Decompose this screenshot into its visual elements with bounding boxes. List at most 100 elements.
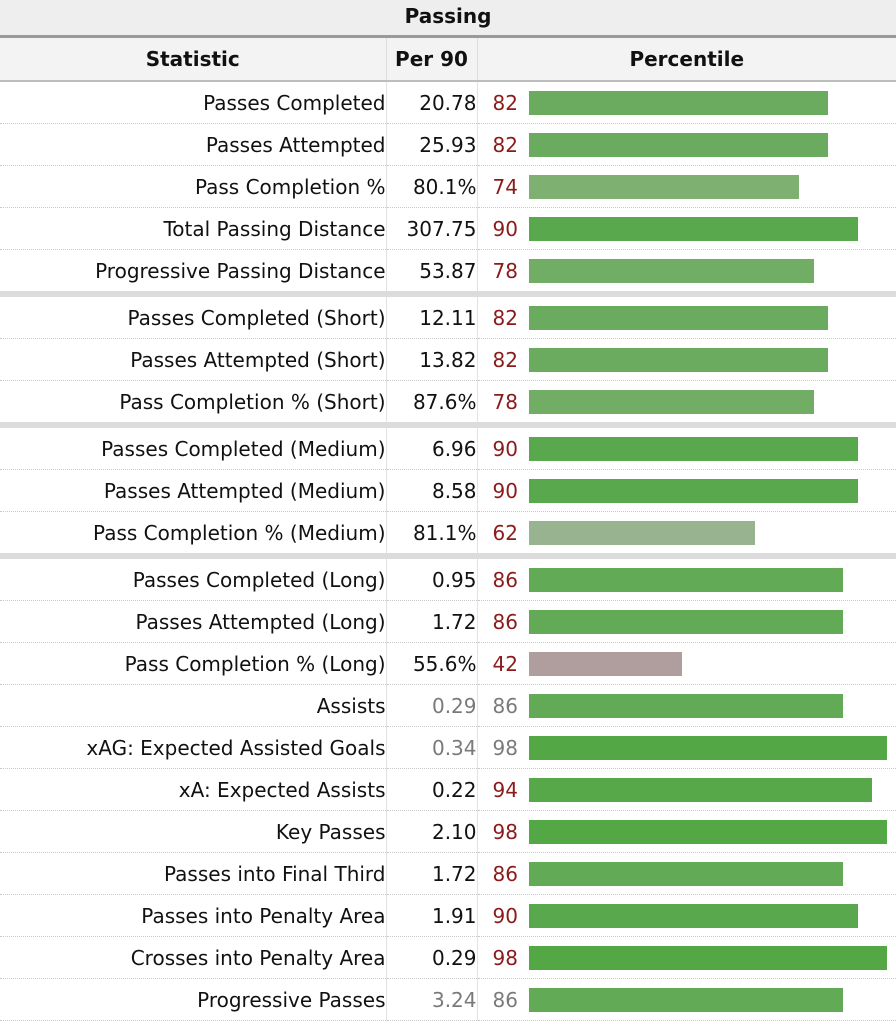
percentile-value: 90: [492, 903, 518, 928]
percentile-bar: [528, 520, 755, 545]
percentile-cell: 74: [477, 165, 896, 208]
percentile-value: 86: [492, 693, 518, 718]
percentile-value: 78: [492, 389, 518, 414]
table-row: Passes Attempted (Long) 1.72 86: [0, 600, 896, 643]
percentile-cell: 62: [477, 511, 896, 557]
column-header-statistic[interactable]: Statistic: [0, 38, 387, 82]
table-row: Passes into Penalty Area 1.91 90: [0, 894, 896, 937]
percentile-bar: [528, 132, 828, 157]
stat-name: xAG: Expected Assisted Goals: [0, 726, 387, 769]
table-row: Pass Completion % (Medium) 81.1% 62: [0, 511, 896, 557]
percentile-cell: 78: [477, 380, 896, 426]
percentile-bar: [528, 651, 682, 676]
percentile-cell: 86: [477, 978, 896, 1021]
percentile-value: 90: [492, 478, 518, 503]
percentile-bar: [528, 90, 828, 115]
percentile-cell: 90: [477, 894, 896, 937]
stat-name: Assists: [0, 684, 387, 727]
percentile-value: 74: [492, 174, 518, 199]
table-row: Passes Attempted 25.93 82: [0, 123, 896, 166]
stat-name: Passes Completed (Medium): [0, 422, 387, 470]
percentile-bar: [528, 735, 887, 760]
percentile-bar: [528, 777, 872, 802]
table-body: Passes Completed 20.78 82 Passes Attempted 2…: [0, 81, 896, 1021]
per90-value: 55.6%: [386, 642, 478, 685]
percentile-bar: [528, 478, 858, 503]
stat-name: Total Passing Distance: [0, 207, 387, 250]
percentile-value: 82: [492, 305, 518, 330]
percentile-value: 86: [492, 567, 518, 592]
table-row: Progressive Passes 3.24 86: [0, 978, 896, 1021]
stat-name: Pass Completion %: [0, 165, 387, 208]
table-row: Progressive Passing Distance 53.87 78: [0, 249, 896, 295]
stat-name: Passes Attempted (Medium): [0, 469, 387, 512]
percentile-bar: [528, 819, 887, 844]
stat-name: Pass Completion % (Long): [0, 642, 387, 685]
table-row: Passes Completed (Medium) 6.96 90: [0, 422, 896, 470]
table-row: Passes into Final Third 1.72 86: [0, 852, 896, 895]
per90-value: 307.75: [386, 207, 478, 250]
percentile-value: 78: [492, 258, 518, 283]
percentile-cell: 86: [477, 600, 896, 643]
per90-value: 0.29: [386, 684, 478, 727]
percentile-value: 94: [492, 777, 518, 802]
passing-table: Statistic Per 90 Percentile Passes Compl…: [0, 38, 896, 1021]
stat-name: Passes Attempted: [0, 123, 387, 166]
table-title: Passing: [0, 0, 896, 38]
percentile-cell: 98: [477, 810, 896, 853]
percentile-bar: [528, 389, 814, 414]
percentile-value: 42: [492, 651, 518, 676]
stat-name: Progressive Passes: [0, 978, 387, 1021]
percentile-value: 62: [492, 520, 518, 545]
percentile-cell: 86: [477, 852, 896, 895]
stat-name: Passes Completed (Long): [0, 553, 387, 601]
table-row: Passes Attempted (Short) 13.82 82: [0, 338, 896, 381]
table-row: Key Passes 2.10 98: [0, 810, 896, 853]
stat-name: xA: Expected Assists: [0, 768, 387, 811]
per90-value: 3.24: [386, 978, 478, 1021]
per90-value: 1.72: [386, 600, 478, 643]
table-row: Pass Completion % 80.1% 74: [0, 165, 896, 208]
per90-value: 25.93: [386, 123, 478, 166]
percentile-cell: 90: [477, 207, 896, 250]
percentile-cell: 82: [477, 81, 896, 124]
per90-value: 0.34: [386, 726, 478, 769]
per90-value: 6.96: [386, 422, 478, 470]
stat-name: Pass Completion % (Medium): [0, 511, 387, 557]
per90-value: 87.6%: [386, 380, 478, 426]
table-row: Crosses into Penalty Area 0.29 98: [0, 936, 896, 979]
stat-name: Progressive Passing Distance: [0, 249, 387, 295]
percentile-cell: 90: [477, 422, 896, 470]
percentile-bar: [528, 258, 814, 283]
table-row: Passes Completed 20.78 82: [0, 81, 896, 124]
per90-value: 1.72: [386, 852, 478, 895]
percentile-value: 98: [492, 945, 518, 970]
percentile-cell: 42: [477, 642, 896, 685]
table-row: Assists 0.29 86: [0, 684, 896, 727]
table-row: xA: Expected Assists 0.22 94: [0, 768, 896, 811]
stat-name: Passes into Final Third: [0, 852, 387, 895]
percentile-bar: [528, 861, 843, 886]
per90-value: 13.82: [386, 338, 478, 381]
stat-name: Crosses into Penalty Area: [0, 936, 387, 979]
percentile-bar: [528, 903, 858, 928]
per90-value: 0.95: [386, 553, 478, 601]
percentile-bar: [528, 174, 799, 199]
percentile-value: 98: [492, 735, 518, 760]
stat-name: Passes into Penalty Area: [0, 894, 387, 937]
percentile-value: 90: [492, 436, 518, 461]
percentile-bar: [528, 693, 843, 718]
stat-name: Passes Completed (Short): [0, 291, 387, 339]
column-header-percentile[interactable]: Percentile: [477, 38, 896, 82]
percentile-value: 82: [492, 347, 518, 372]
stat-name: Passes Completed: [0, 81, 387, 124]
percentile-cell: 98: [477, 726, 896, 769]
column-header-per90[interactable]: Per 90: [386, 38, 478, 82]
percentile-cell: 86: [477, 553, 896, 601]
percentile-cell: 78: [477, 249, 896, 295]
header-row: Statistic Per 90 Percentile: [0, 38, 896, 82]
table-row: Pass Completion % (Long) 55.6% 42: [0, 642, 896, 685]
per90-value: 0.22: [386, 768, 478, 811]
per90-value: 20.78: [386, 81, 478, 124]
per90-value: 81.1%: [386, 511, 478, 557]
